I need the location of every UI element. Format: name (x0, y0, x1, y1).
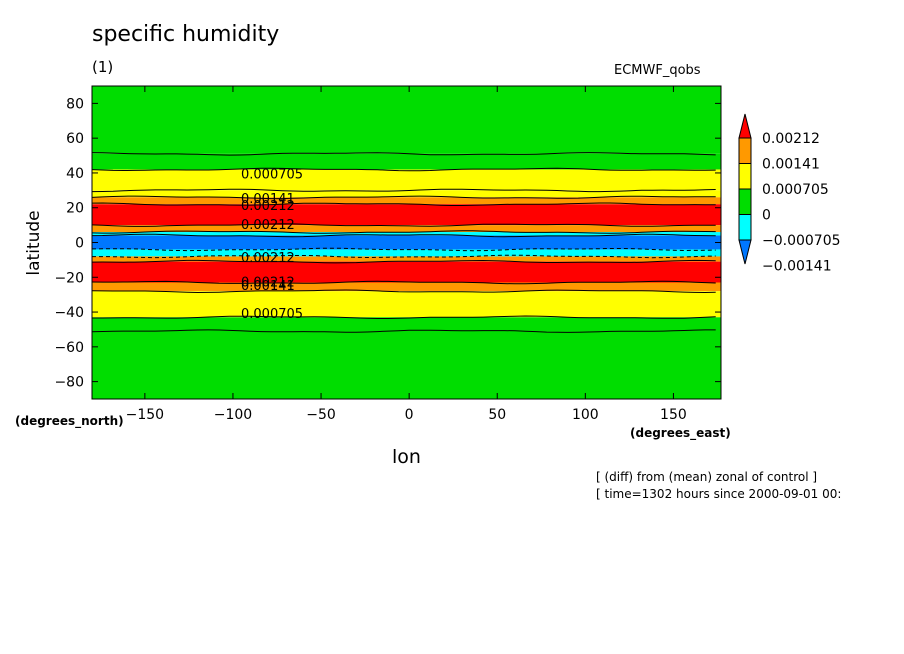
footer-note-time: [ time=1302 hours since 2000-09-01 00: (596, 487, 842, 501)
x-axis-label: lon (392, 446, 421, 468)
footer-note-diff: [ (diff) from (mean) zonal of control ] (596, 470, 818, 484)
y-tick-label-3: 20 (66, 201, 84, 217)
contour-line-9 (92, 254, 716, 259)
contour-line-12 (91, 289, 716, 294)
y-tick-label-4: 0 (75, 236, 84, 252)
contour-band-7 (92, 232, 721, 236)
contour-line-14 (91, 329, 716, 333)
x-tick-label-6: 150 (660, 407, 687, 423)
colorbar-label-1: 0.00141 (762, 157, 820, 173)
x-tick-label-5: 100 (572, 407, 599, 423)
x-tick-label-0: −150 (126, 407, 164, 423)
contour-band-6 (92, 225, 721, 233)
contour-line-13 (92, 315, 716, 319)
y-tick-label-8: −80 (54, 375, 84, 391)
contour-line-8 (91, 247, 716, 252)
colorbar-swatch-3 (738, 188, 752, 215)
y-tick-label-6: −40 (54, 305, 84, 321)
y-tick-label-5: −20 (54, 270, 84, 286)
x-tick-label-2: −50 (306, 407, 336, 423)
contour-label-6: 0.00141 (241, 279, 295, 294)
contour-label-7: 0.000705 (241, 307, 303, 322)
y-tick-label-2: 40 (66, 166, 84, 182)
x-tick-label-3: 0 (405, 407, 414, 423)
colorbar-arrow-top (738, 113, 752, 139)
contour-label-4: 0.00212 (241, 251, 295, 266)
contour-band-9 (92, 249, 721, 257)
contour-band-5 (92, 204, 721, 226)
colorbar-swatch-1 (738, 137, 752, 164)
chart-subtitle: (1) (92, 58, 114, 76)
y-tick-label-0: 80 (66, 96, 84, 112)
contour-band-0 (92, 86, 721, 154)
contour-label-3: 0.00212 (241, 218, 295, 233)
x-tick-label-1: −100 (214, 407, 252, 423)
contour-label-1: 0.00141 (241, 192, 295, 207)
contour-line-2 (91, 188, 716, 193)
colorbar-swatch-4 (738, 214, 752, 241)
contour-line-10 (91, 259, 716, 264)
contour-label-0: 0.000705 (241, 168, 303, 183)
colorbar-label-3: 0 (762, 208, 771, 224)
contour-line-5 (91, 223, 716, 227)
colorbar-swatch-2 (738, 163, 752, 190)
y-axis-unit: (degrees_north) (15, 414, 124, 428)
y-tick-label-7: −60 (54, 340, 84, 356)
x-axis-unit: (degrees_east) (630, 426, 731, 440)
contour-band-12 (92, 282, 721, 292)
contour-band-10 (92, 256, 721, 262)
contour-line-7 (91, 233, 716, 238)
contour-band-13 (92, 291, 721, 318)
contour-line-11 (91, 280, 716, 285)
contour-band-8 (92, 235, 721, 250)
x-tick-label-4: 50 (488, 407, 506, 423)
contour-line-0 (91, 152, 716, 156)
contour-band-11 (92, 261, 721, 283)
colorbar-label-5: −0.00141 (762, 259, 832, 275)
contour-label-2: 0.00212 (241, 199, 295, 214)
contour-band-4 (92, 197, 721, 205)
contour-line-3 (91, 195, 716, 200)
dataset-label: ECMWF_qobs (614, 63, 701, 78)
contour-band-2 (92, 169, 721, 191)
contour-line-4 (91, 202, 716, 206)
contour-line-6 (91, 230, 716, 234)
chart-title: specific humidity (92, 22, 280, 47)
colorbar-label-0: 0.00212 (762, 131, 820, 147)
y-tick-label-1: 60 (66, 131, 84, 147)
contour-band-1 (92, 153, 721, 170)
contour-band-3 (92, 190, 721, 198)
contour-line-1 (91, 167, 716, 172)
colorbar-arrow-bottom (738, 239, 752, 265)
contour-band-14 (92, 317, 721, 399)
colorbar-label-4: −0.000705 (762, 233, 841, 249)
contour-label-5: 0.00212 (241, 275, 295, 290)
colorbar-label-2: 0.000705 (762, 182, 829, 198)
